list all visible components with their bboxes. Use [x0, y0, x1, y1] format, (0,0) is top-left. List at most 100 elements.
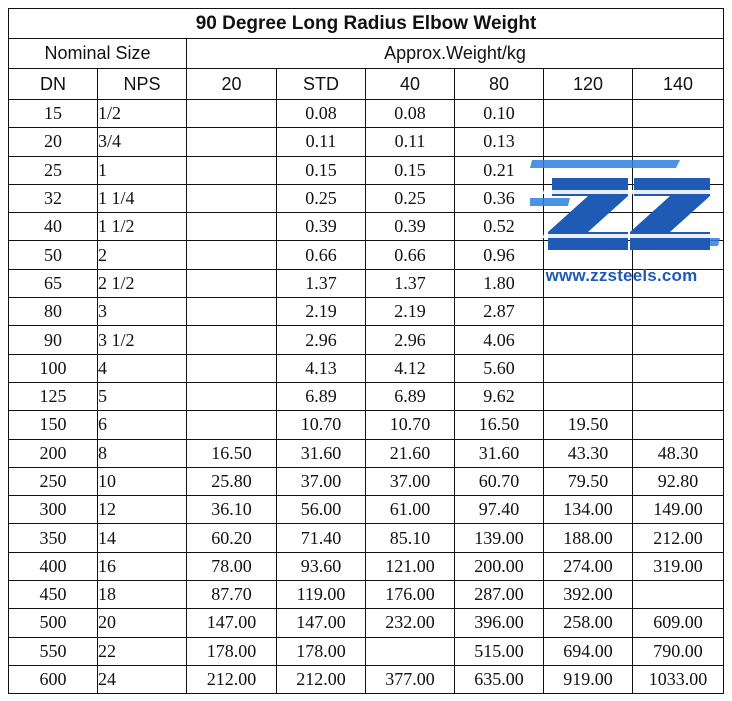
weight-cell: 43.30: [543, 438, 633, 468]
weight-cell: 0.15: [276, 155, 366, 185]
weight-cell: 319.00: [631, 551, 725, 582]
table-row: 15 1/2 0.08 0.08 0.10: [8, 98, 725, 129]
schedule-header: STD: [276, 68, 366, 100]
weight-cell: 37.00: [276, 466, 366, 497]
weight-cell: 97.40: [454, 495, 544, 525]
nps-cell: 14: [97, 523, 187, 553]
elbow-weight-table: 90 Degree Long Radius Elbow Weight Nomin…: [7, 8, 725, 695]
weight-cell: 37.00: [365, 466, 455, 497]
table-title: 90 Degree Long Radius Elbow Weight: [7, 8, 725, 39]
weight-cell: 6.89: [365, 381, 455, 412]
weight-cell: [543, 325, 633, 355]
weight-cell: 609.00: [631, 608, 725, 638]
weight-cell: 2.87: [454, 297, 544, 327]
weight-cell: 176.00: [365, 580, 455, 610]
nps-cell: 1 1/2: [97, 212, 187, 242]
weight-cell: 0.52: [454, 212, 544, 242]
weight-cell: [365, 636, 455, 666]
weight-cell: 139.00: [454, 523, 544, 553]
dn-cell: 450: [8, 580, 98, 610]
nps-cell: 20: [97, 608, 187, 638]
weight-cell: [186, 353, 277, 383]
nps-cell: 2 1/2: [97, 268, 187, 299]
weight-cell: 0.25: [365, 183, 455, 214]
weight-cell: 19.50: [543, 410, 633, 440]
dn-cell: 400: [8, 551, 98, 582]
table-row: 300 12 36.10 56.00 61.00 97.40 134.00 149.00: [8, 495, 725, 525]
dn-cell: 125: [8, 381, 98, 412]
dn-cell: 600: [8, 664, 98, 695]
weight-cell: 56.00: [276, 495, 366, 525]
table-row: 100 4 4.13 4.12 5.60: [8, 353, 725, 383]
weight-cell: [543, 240, 633, 270]
dn-cell: 200: [8, 438, 98, 468]
weight-cell: 1.80: [454, 268, 544, 299]
weight-cell: 36.10: [186, 495, 277, 525]
weight-cell: 147.00: [276, 608, 366, 638]
weight-cell: 6.89: [276, 381, 366, 412]
weight-cell: 4.06: [454, 325, 544, 355]
header-row-1: Nominal Size Approx.Weight/kg: [8, 38, 725, 69]
weight-cell: 149.00: [631, 495, 725, 525]
weight-cell: 200.00: [454, 551, 544, 582]
dn-cell: 32: [8, 183, 98, 214]
weight-cell: [631, 410, 725, 440]
weight-cell: 92.80: [631, 466, 725, 497]
weight-cell: 232.00: [365, 608, 455, 638]
weight-cell: [543, 155, 633, 185]
weight-cell: 0.08: [276, 98, 366, 129]
table-row: 250 10 25.80 37.00 37.00 60.70 79.50 92.80: [8, 466, 725, 497]
nps-cell: 18: [97, 580, 187, 610]
weight-cell: [186, 297, 277, 327]
weight-cell: 5.60: [454, 353, 544, 383]
weight-cell: 79.50: [543, 466, 633, 497]
weight-cell: [631, 98, 725, 129]
weight-cell: [543, 212, 633, 242]
weight-cell: [543, 297, 633, 327]
dn-cell: 25: [8, 155, 98, 185]
nps-cell: 5: [97, 381, 187, 412]
weight-cell: 0.15: [365, 155, 455, 185]
dn-cell: 350: [8, 523, 98, 553]
table-row: 150 6 10.70 10.70 16.50 19.50: [8, 410, 725, 440]
weight-cell: [186, 268, 277, 299]
weight-cell: [631, 183, 725, 214]
nps-cell: 3: [97, 297, 187, 327]
nps-cell: 12: [97, 495, 187, 525]
table-row: 600 24 212.00 212.00 377.00 635.00 919.00 1033.…: [8, 664, 725, 695]
weight-cell: 2.19: [365, 297, 455, 327]
weight-cell: [543, 98, 633, 129]
weight-cell: 0.66: [365, 240, 455, 270]
table-body: 15 1/2 0.08 0.08 0.10 20 3/4 0.11 0.11 0.13 25 1 0.1…: [8, 98, 725, 695]
weight-cell: 635.00: [454, 664, 544, 695]
dn-cell: 20: [8, 127, 98, 157]
weight-cell: [631, 353, 725, 383]
nps-cell: 2: [97, 240, 187, 270]
weight-cell: 31.60: [276, 438, 366, 468]
weight-cell: 0.13: [454, 127, 544, 157]
table-row: 450 18 87.70 119.00 176.00 287.00 392.00: [8, 580, 725, 610]
weight-cell: 0.66: [276, 240, 366, 270]
weight-cell: [186, 183, 277, 214]
weight-cell: [543, 268, 633, 299]
weight-cell: 78.00: [186, 551, 277, 582]
schedule-header: 80: [454, 68, 544, 100]
nps-cell: 8: [97, 438, 187, 468]
header-row-2: DN NPS 20 STD 40 80 120 140: [8, 68, 725, 100]
dn-cell: 100: [8, 353, 98, 383]
nps-cell: 1 1/4: [97, 183, 187, 214]
weight-cell: [631, 240, 725, 270]
weight-cell: [631, 381, 725, 412]
weight-cell: 212.00: [631, 523, 725, 553]
table-row: 125 5 6.89 6.89 9.62: [8, 381, 725, 412]
weight-cell: 0.10: [454, 98, 544, 129]
weight-cell: 919.00: [543, 664, 633, 695]
weight-cell: [631, 580, 725, 610]
nps-cell: 3/4: [97, 127, 187, 157]
schedule-header: 120: [543, 68, 633, 100]
table-row: 32 1 1/4 0.25 0.25 0.36: [8, 183, 725, 214]
weight-cell: [631, 268, 725, 299]
weight-cell: 147.00: [186, 608, 277, 638]
nps-cell: 6: [97, 410, 187, 440]
weight-cell: 2.96: [365, 325, 455, 355]
